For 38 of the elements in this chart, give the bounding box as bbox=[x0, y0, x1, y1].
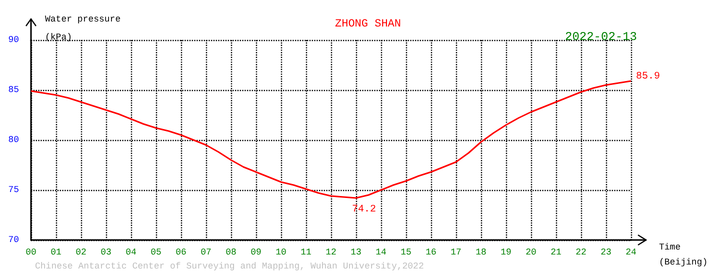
x-axis-title: Time (Beijing) bbox=[659, 242, 708, 268]
x-tick-label: 19 bbox=[500, 248, 512, 258]
x-tick-label: 01 bbox=[50, 248, 62, 258]
x-tick-label: 10 bbox=[276, 248, 286, 258]
x-tick-label: 14 bbox=[376, 248, 386, 258]
text: Chinese Antarctic Center of Surveying and Mapping, Wuhan University,2022 bbox=[35, 262, 424, 272]
x-tick-label: 13 bbox=[350, 248, 362, 258]
x-tick-label: 12 bbox=[326, 248, 336, 258]
x-tick-label: 22 bbox=[576, 248, 586, 258]
x-tick-label: 08 bbox=[226, 248, 236, 258]
chart-subtitle: 2022-02-13 bbox=[564, 30, 638, 44]
x-tick-label: 16 bbox=[426, 248, 436, 258]
y-tick-label: 80 bbox=[8, 135, 19, 145]
y-tick-label: 75 bbox=[8, 185, 19, 195]
x-tick-label: 24 bbox=[626, 248, 636, 258]
x-tick-label: 18 bbox=[476, 248, 486, 258]
x-tick-label: 07 bbox=[200, 248, 212, 258]
y-axis-title: Water pressure (kPa) bbox=[45, 14, 121, 42]
line-series bbox=[30, 80, 632, 199]
x-tick-label: 03 bbox=[100, 248, 112, 258]
y-tick-label: 85 bbox=[8, 85, 19, 95]
x-tick-label: 17 bbox=[450, 248, 462, 258]
annotation: 74.2 bbox=[352, 204, 376, 216]
x-tick-label: 15 bbox=[400, 248, 412, 258]
x-tick-label: 05 bbox=[150, 248, 162, 258]
y-tick-label: 70 bbox=[8, 235, 19, 245]
x-tick-label: 04 bbox=[126, 248, 136, 258]
y-tick-label: 90 bbox=[8, 35, 19, 45]
x-tick-label: 23 bbox=[600, 248, 612, 258]
x-tick-label: 02 bbox=[76, 248, 86, 258]
annotation: 85.9 bbox=[636, 72, 660, 82]
chart-title: ZHONG SHAN bbox=[335, 18, 402, 30]
x-tick-label: 00 bbox=[26, 248, 36, 258]
x-tick-label: 06 bbox=[176, 248, 186, 258]
x-tick-label: 09 bbox=[250, 248, 262, 258]
x-tick-label: 21 bbox=[550, 248, 562, 258]
x-tick-label: 20 bbox=[526, 248, 536, 258]
x-tick-label: 11 bbox=[300, 248, 312, 258]
